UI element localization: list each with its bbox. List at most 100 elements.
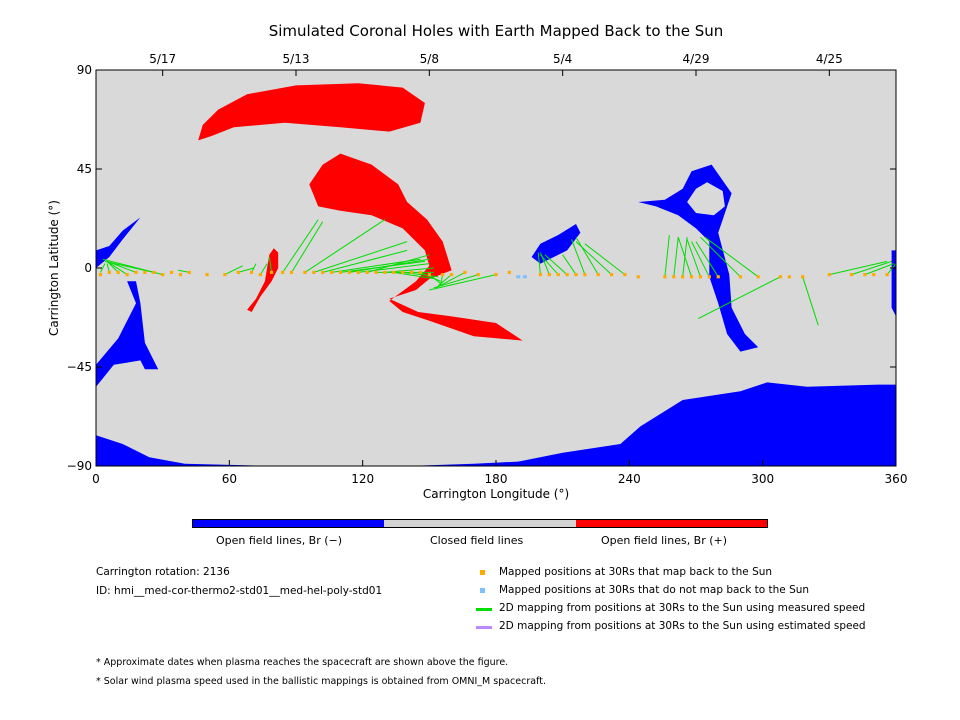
measured-speed-mapping-line	[584, 243, 626, 275]
mapped-position-point	[329, 270, 334, 274]
mapped-position-point	[623, 273, 627, 277]
mapped-position-point	[143, 270, 147, 274]
colorbar-label-negative: Open field lines, Br (−)	[216, 534, 343, 547]
mapped-position-point	[707, 275, 711, 279]
mapped-position-point	[507, 270, 511, 274]
measured-speed-mapping-line	[802, 276, 819, 326]
mapped-position-point	[463, 270, 467, 274]
measured-speed-mapping-line	[575, 236, 599, 275]
negative-coronal-hole-6	[891, 250, 896, 317]
measured-speed-mapping-line	[366, 254, 430, 273]
mapped-position-point	[778, 275, 783, 279]
measured-speed-mapping-line	[99, 263, 106, 273]
mapped-position-point	[756, 275, 760, 279]
mapped-position-point	[663, 275, 667, 279]
mapped-position-point	[269, 270, 274, 274]
mapped-position-point	[787, 275, 791, 279]
chart-title: Simulated Coronal Holes with Earth Mappe…	[269, 22, 724, 40]
mapped-position-point	[418, 270, 423, 274]
legend-text-not-mapped: Mapped positions at 30Rs that do not map…	[499, 584, 810, 596]
measured-speed-mapping-line	[433, 274, 479, 289]
mapped-position-point	[116, 270, 120, 274]
legend-line-estimated	[476, 626, 492, 629]
legend-line-measured	[476, 608, 492, 611]
measured-speed-mapping-line	[429, 274, 441, 284]
colorbar-label-closed: Closed field lines	[430, 534, 524, 547]
mapped-position-point	[801, 275, 805, 279]
x-tick-label: 300	[751, 472, 774, 486]
mapped-position-point	[538, 273, 543, 277]
measured-speed-mapping-line	[704, 236, 759, 278]
negative-coronal-hole-5	[638, 164, 759, 352]
measured-speed-mapping-line	[291, 221, 324, 273]
top-date-label: 5/13	[283, 52, 310, 66]
mapped-position-point	[565, 273, 569, 277]
mapped-position-point	[583, 273, 587, 277]
mapped-position-point	[872, 273, 876, 277]
mapped-position-point	[609, 273, 614, 277]
carrington-rotation: Carrington rotation: 2136	[96, 566, 230, 578]
mapped-position-point	[312, 270, 316, 274]
mapped-position-point	[178, 273, 183, 277]
positive-coronal-hole-1	[198, 83, 425, 141]
measured-speed-mapping-line	[106, 260, 128, 276]
mapped-position-point	[409, 270, 414, 274]
y-tick-label: 0	[84, 261, 92, 275]
negative-coronal-hole-2	[96, 281, 159, 387]
measured-speed-mapping-line	[437, 274, 452, 286]
top-date-label: 4/29	[683, 52, 710, 66]
mapped-position-point	[249, 270, 254, 274]
y-tick-label: 90	[77, 63, 92, 77]
measured-speed-mapping-line	[358, 263, 430, 273]
legend-marker-not-mapped	[480, 588, 485, 593]
measured-speed-mapping-line	[106, 261, 119, 273]
measured-speed-mapping-line	[420, 271, 441, 282]
colorbar-label-positive: Open field lines, Br (+)	[601, 534, 728, 547]
top-date-label: 4/25	[816, 52, 843, 66]
mapped-position-point	[134, 270, 138, 274]
y-tick-label: −45	[67, 360, 92, 374]
model-id: ID: hmi__med-cor-thermo2-std01__med-hel-…	[96, 585, 383, 597]
mapped-position-point	[161, 273, 165, 277]
measured-speed-mapping-line	[575, 241, 612, 275]
measured-speed-mapping-line	[268, 256, 273, 273]
measured-speed-mapping-line	[829, 260, 888, 276]
mapped-position-point	[223, 273, 227, 277]
y-axis-label: Carrington Latitude (°)	[47, 200, 61, 336]
legend-text-estimated: 2D mapping from positions at 30Rs to the…	[499, 620, 866, 632]
measured-speed-mapping-line	[864, 263, 894, 276]
mapped-position-point	[289, 270, 294, 274]
x-tick-label: 240	[618, 472, 641, 486]
measured-speed-mapping-line	[695, 241, 719, 278]
mapped-position-point	[347, 270, 351, 274]
plot-area: 0 60 120 180 240 300 360 −90 −45 0 45 90 5/17 5/13 5/8…	[67, 52, 908, 486]
mapped-position-point	[187, 270, 191, 274]
unmapped-position-point	[516, 275, 521, 279]
measured-speed-mapping-line	[673, 237, 679, 277]
mapped-position-point	[321, 270, 325, 274]
mapped-position-point	[476, 273, 480, 277]
mapped-position-point	[281, 270, 285, 274]
measured-speed-mapping-line	[686, 239, 701, 277]
mapped-position-point	[596, 273, 600, 277]
measured-speed-mapping-line	[313, 241, 408, 273]
positive-coronal-hole-2	[309, 153, 523, 341]
mapped-position-point	[689, 275, 694, 279]
x-tick-label: 60	[222, 472, 237, 486]
measured-speed-mapping-line	[402, 271, 439, 278]
measured-speed-mapping-line	[700, 236, 741, 278]
colorbar-segment-closed	[384, 520, 576, 527]
mapped-position-point	[392, 270, 396, 274]
colorbar	[192, 519, 768, 528]
mapped-position-point	[169, 270, 174, 274]
mapped-position-point	[152, 270, 156, 274]
measured-speed-mapping-line	[571, 239, 586, 275]
measured-speed-mapping-line	[393, 271, 437, 280]
measured-speed-mapping-line	[304, 219, 386, 273]
footnote-speed: * Solar wind plasma speed used in the ba…	[96, 676, 546, 687]
top-date-label: 5/17	[149, 52, 176, 66]
measured-speed-mapping-line	[238, 267, 254, 273]
measured-speed-mapping-line	[851, 260, 892, 276]
mapped-position-point	[556, 273, 560, 277]
